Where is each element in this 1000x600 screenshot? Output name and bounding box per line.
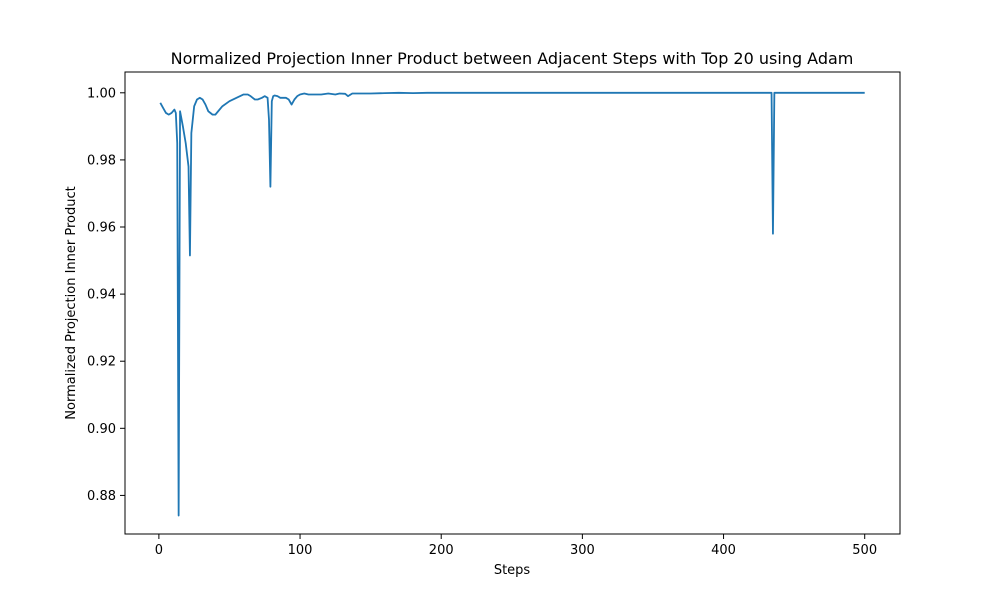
x-tick-label: 100 xyxy=(288,543,313,558)
y-tick-label: 0.88 xyxy=(87,489,116,504)
y-tick-label: 1.00 xyxy=(87,86,116,101)
y-axis: 0.88 0.90 0.92 0.94 0.96 0.98 1.00 xyxy=(87,86,125,504)
plot-frame xyxy=(124,71,901,535)
y-axis-title: Normalized Projection Inner Product xyxy=(64,186,79,419)
y-tick-label: 0.92 xyxy=(87,355,116,370)
x-tick-label: 0 xyxy=(155,543,163,558)
x-tick-label: 300 xyxy=(570,543,595,558)
x-tick-label: 400 xyxy=(711,543,736,558)
y-tick-label: 0.94 xyxy=(87,288,116,303)
y-tick-label: 0.96 xyxy=(87,221,116,236)
series-line-0 xyxy=(159,91,865,517)
chart-title: Normalized Projection Inner Product betw… xyxy=(171,49,854,68)
y-tick-label: 0.90 xyxy=(87,422,116,437)
y-tick-label: 0.98 xyxy=(87,153,116,168)
plot-area xyxy=(159,91,865,517)
x-tick-label: 500 xyxy=(852,543,877,558)
x-tick-label: 200 xyxy=(429,543,454,558)
x-axis-title: Steps xyxy=(494,563,531,578)
x-axis: 0 100 200 300 400 500 xyxy=(155,534,877,558)
